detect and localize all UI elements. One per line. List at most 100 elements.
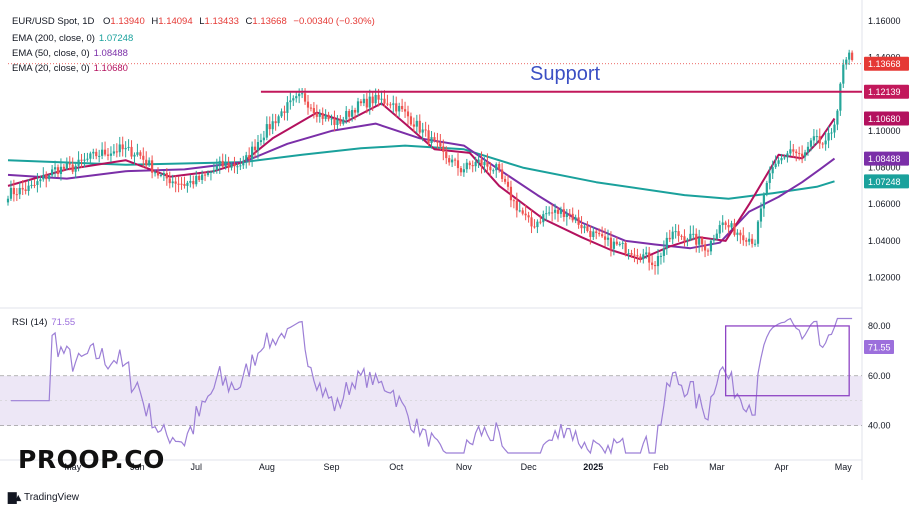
candle-body bbox=[177, 183, 180, 185]
candle-body bbox=[195, 175, 198, 185]
candle-body bbox=[183, 183, 186, 186]
candle-body bbox=[368, 96, 371, 108]
candle-body bbox=[51, 169, 54, 176]
candle-body bbox=[589, 230, 592, 237]
rsi-tick-label: 80.00 bbox=[868, 321, 891, 331]
candle-body bbox=[801, 153, 804, 157]
price-tick-label: 1.10000 bbox=[868, 126, 901, 136]
legend-ema200-value: 1.07248 bbox=[98, 33, 134, 44]
candle-body bbox=[265, 124, 268, 138]
last-price-tag-bg bbox=[864, 56, 909, 71]
candle-body bbox=[501, 169, 504, 179]
candle-body bbox=[748, 238, 751, 242]
candle-body bbox=[695, 233, 698, 245]
candle-body bbox=[233, 163, 236, 167]
candle-body bbox=[818, 136, 821, 144]
candle-body bbox=[192, 180, 195, 185]
candle-body bbox=[256, 142, 260, 151]
candle-body bbox=[574, 217, 577, 221]
candle-body bbox=[624, 242, 627, 254]
candle-body bbox=[315, 112, 318, 117]
legend-high-label: H bbox=[151, 16, 159, 27]
candle-body bbox=[774, 163, 777, 168]
candle-body bbox=[662, 248, 665, 256]
candle-body bbox=[527, 215, 530, 218]
candle-body bbox=[512, 200, 515, 202]
candle-body bbox=[727, 224, 730, 228]
date-tick-label: May bbox=[835, 462, 853, 472]
candle-body bbox=[353, 109, 357, 113]
candle-body bbox=[92, 151, 95, 154]
candle-body bbox=[559, 209, 563, 214]
candle-body bbox=[521, 210, 524, 214]
candle-body bbox=[48, 175, 51, 180]
candle-body bbox=[803, 152, 807, 157]
candle-body bbox=[698, 238, 701, 245]
candle-body bbox=[630, 253, 633, 255]
candle-body bbox=[74, 165, 77, 172]
candle-body bbox=[227, 162, 230, 168]
candle-body bbox=[403, 109, 407, 112]
legend-ohlc: EUR/USD Spot, 1D O1.13940 H1.14094 L1.13… bbox=[12, 16, 375, 27]
candle-body bbox=[186, 182, 189, 186]
candle-body bbox=[718, 225, 721, 234]
candle-body bbox=[303, 93, 307, 102]
candle-body bbox=[98, 155, 101, 157]
candle-body bbox=[533, 226, 536, 228]
last-price-tag: 1.13668 bbox=[864, 56, 909, 71]
legend-open-label: O bbox=[103, 16, 111, 27]
rsi-highlight-box bbox=[724, 325, 850, 397]
candle-body bbox=[324, 114, 327, 119]
candle-body bbox=[380, 98, 383, 100]
candle-body bbox=[165, 172, 168, 179]
candle-body bbox=[230, 163, 233, 168]
date-tick-label: Sep bbox=[324, 462, 340, 472]
candle-body bbox=[86, 158, 89, 160]
candle-body bbox=[253, 146, 257, 151]
candle-body bbox=[103, 149, 107, 155]
date-tick-label: Jul bbox=[190, 462, 202, 472]
candle-body bbox=[765, 182, 768, 194]
candle-body bbox=[648, 252, 651, 263]
candle-body bbox=[586, 226, 589, 231]
candle-body bbox=[609, 237, 613, 249]
candle-body bbox=[427, 130, 430, 144]
date-tick-label: Dec bbox=[521, 462, 538, 472]
candle-body bbox=[618, 243, 621, 245]
candle-body bbox=[245, 155, 248, 161]
candle-body bbox=[518, 210, 521, 212]
candle-body bbox=[65, 163, 68, 169]
candle-body bbox=[474, 161, 477, 167]
legend-ema200-label: EMA (200, close, 0) bbox=[12, 33, 95, 44]
candle-body bbox=[203, 174, 207, 176]
candle-body bbox=[792, 149, 795, 152]
tradingview-logo[interactable]: ▇▴ TradingView bbox=[8, 491, 79, 504]
candle-body bbox=[383, 98, 386, 104]
candle-body bbox=[674, 231, 677, 233]
candle-body bbox=[80, 159, 83, 161]
support-tag-text: 1.12139 bbox=[868, 87, 901, 97]
candle-body bbox=[206, 172, 210, 175]
candle-body bbox=[248, 155, 251, 160]
legend-ema200: EMA (200, close, 0) 1.07248 bbox=[12, 33, 133, 44]
candle-body bbox=[33, 184, 36, 186]
candle-body bbox=[445, 151, 448, 159]
candle-body bbox=[821, 143, 824, 145]
candle-body bbox=[509, 186, 513, 201]
candle-body bbox=[71, 164, 74, 172]
legend-rsi-value: 71.55 bbox=[51, 317, 76, 328]
candle-body bbox=[6, 198, 10, 203]
candle-body bbox=[262, 137, 265, 141]
candle-body bbox=[598, 233, 601, 235]
candle-body bbox=[201, 174, 204, 180]
candle-body bbox=[733, 223, 736, 235]
candle-body bbox=[592, 231, 595, 237]
candle-body bbox=[677, 231, 680, 236]
ema20-tag-bg bbox=[864, 111, 909, 126]
candle-body bbox=[612, 241, 615, 249]
candle-body bbox=[30, 184, 33, 186]
candle-body bbox=[515, 200, 518, 211]
candle-body bbox=[442, 146, 445, 152]
candle-body bbox=[359, 101, 363, 104]
